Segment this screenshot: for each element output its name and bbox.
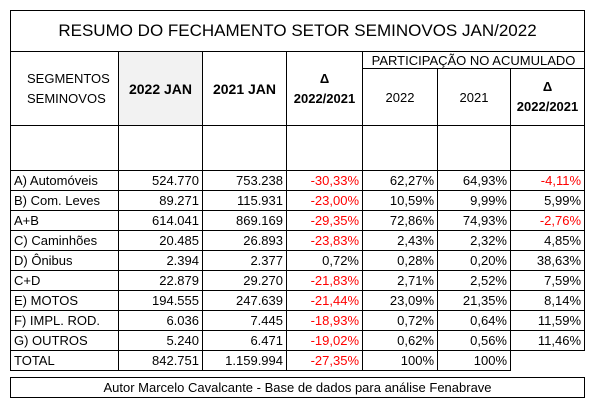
table-row: G) OUTROS 5.240 6.471 -19,02% 0,62% 0,56% 11,4…: [10, 330, 586, 351]
delta-period: 2022/2021: [293, 90, 356, 106]
part-2021-cell: 21,35%: [437, 290, 511, 311]
value-2022-cell: 5.240: [118, 330, 203, 351]
value-2022-cell: 2.394: [118, 250, 203, 271]
delta-cell: -23,00%: [286, 190, 363, 211]
footer-credit: Autor Marcelo Cavalcante - Base de dados…: [9, 377, 586, 398]
value-2021-cell: 247.639: [202, 290, 287, 311]
segment-cell: G) OUTROS: [10, 330, 119, 351]
delta-cell: -23,83%: [286, 230, 363, 251]
total-2021: 1.159.994: [202, 350, 287, 371]
summary-table: RESUMO DO FECHAMENTO SETOR SEMINOVOS JAN…: [9, 10, 586, 398]
part-delta-cell: 8,14%: [509, 290, 586, 311]
value-2022-cell: 524.770: [118, 170, 203, 191]
part-2021-cell: 0,56%: [437, 330, 511, 351]
part-2022-cell: 2,71%: [362, 270, 438, 291]
table-row: F) IMPL. ROD. 6.036 7.445 -18,93% 0,72% 0,64%…: [10, 310, 586, 331]
col-delta-header: Δ 2022/2021: [286, 51, 363, 126]
value-2022-cell: 194.555: [118, 290, 203, 311]
value-2022-cell: 6.036: [118, 310, 203, 331]
table-title: RESUMO DO FECHAMENTO SETOR SEMINOVOS JAN…: [9, 10, 586, 52]
table-row: A+B 614.041 869.169 -29,35% 72,86% 74,93% -2,7…: [10, 210, 586, 231]
value-2021-cell: 2.377: [202, 250, 287, 271]
part-delta-symbol: Δ: [542, 79, 553, 94]
part-2021-cell: 64,93%: [437, 170, 511, 191]
value-2021-cell: 6.471: [202, 330, 287, 351]
total-part-2021: 100%: [437, 350, 511, 371]
participacao-header: PARTICIPAÇÃO NO ACUMULADO: [361, 51, 586, 69]
delta-cell: -30,33%: [286, 170, 363, 191]
segment-cell: A+B: [10, 210, 119, 231]
part-delta-cell: 11,46%: [509, 330, 586, 351]
value-2022-cell: 22.879: [118, 270, 203, 291]
value-2021-cell: 115.931: [202, 190, 287, 211]
part-2022-cell: 72,86%: [362, 210, 438, 231]
delta-cell: -19,02%: [286, 330, 363, 351]
delta-cell: -18,93%: [286, 310, 363, 331]
part-2022-header: 2022: [362, 68, 438, 126]
spacer-row: [10, 125, 586, 171]
segment-cell: C+D: [10, 270, 119, 291]
table-row: A) Automóveis 524.770 753.238 -30,33% 62,27%…: [10, 170, 586, 191]
part-2022-cell: 23,09%: [362, 290, 438, 311]
part-2022-cell: 62,27%: [362, 170, 438, 191]
delta-cell: 0,72%: [286, 250, 363, 271]
part-delta-cell: -4,11%: [509, 170, 586, 191]
table-row: B) Com. Leves 89.271 115.931 -23,00% 10,59% 9…: [10, 190, 586, 211]
value-2021-cell: 29.270: [202, 270, 287, 291]
delta-symbol: Δ: [319, 70, 330, 86]
total-row: TOTAL 842.751 1.159.994 -27,35% 100% 100…: [10, 350, 585, 371]
part-delta-cell: 38,63%: [509, 250, 586, 271]
part-delta-cell: 4,85%: [509, 230, 586, 251]
part-2021-header: 2021: [437, 68, 511, 126]
segment-cell: F) IMPL. ROD.: [10, 310, 119, 331]
total-label: TOTAL: [10, 350, 119, 371]
part-2021-cell: 9,99%: [437, 190, 511, 211]
total-part-2022: 100%: [362, 350, 438, 371]
part-delta-cell: 5,99%: [509, 190, 586, 211]
col-2022-header: 2022 JAN: [118, 51, 203, 126]
segment-cell: B) Com. Leves: [10, 190, 119, 211]
col-2021-header: 2021 JAN: [202, 51, 287, 126]
value-2021-cell: 7.445: [202, 310, 287, 331]
total-delta: -27,35%: [286, 350, 363, 371]
value-2021-cell: 869.169: [202, 210, 287, 231]
part-delta-period: 2022/2021: [516, 99, 579, 114]
part-2021-cell: 0,20%: [437, 250, 511, 271]
value-2022-cell: 20.485: [118, 230, 203, 251]
value-2021-cell: 753.238: [202, 170, 287, 191]
part-2021-cell: 74,93%: [437, 210, 511, 231]
part-2022-cell: 0,28%: [362, 250, 438, 271]
part-2022-cell: 0,62%: [362, 330, 438, 351]
segments-header-line1: SEGMENTOS: [27, 70, 110, 86]
part-delta-cell: 11,59%: [509, 310, 586, 331]
value-2022-cell: 89.271: [118, 190, 203, 211]
table-row: C) Caminhões 20.485 26.893 -23,83% 2,43% 2,32…: [10, 230, 586, 251]
data-rows: A) Automóveis 524.770 753.238 -30,33% 62,27%…: [10, 170, 586, 351]
total-empty-cell: [511, 351, 585, 371]
table-row: C+D 22.879 29.270 -21,83% 2,71% 2,52% 7,59%: [10, 270, 586, 291]
part-2021-cell: 2,32%: [437, 230, 511, 251]
segment-cell: A) Automóveis: [10, 170, 119, 191]
part-delta-cell: -2,76%: [509, 210, 586, 231]
value-2022-cell: 614.041: [118, 210, 203, 231]
part-2021-cell: 2,52%: [437, 270, 511, 291]
part-2022-cell: 0,72%: [362, 310, 438, 331]
delta-cell: -21,44%: [286, 290, 363, 311]
segment-cell: C) Caminhões: [10, 230, 119, 251]
table-row: D) Ônibus 2.394 2.377 0,72% 0,28% 0,20% 38,63%: [10, 250, 586, 271]
total-2022: 842.751: [118, 350, 203, 371]
segments-header: SEGMENTOS SEMINOVOS: [10, 51, 119, 126]
value-2021-cell: 26.893: [202, 230, 287, 251]
table-row: E) MOTOS 194.555 247.639 -21,44% 23,09% 21,35…: [10, 290, 586, 311]
part-delta-cell: 7,59%: [509, 270, 586, 291]
segments-header-line2: SEMINOVOS: [27, 90, 106, 106]
segment-cell: E) MOTOS: [10, 290, 119, 311]
delta-cell: -21,83%: [286, 270, 363, 291]
part-2021-cell: 0,64%: [437, 310, 511, 331]
delta-cell: -29,35%: [286, 210, 363, 231]
part-2022-cell: 10,59%: [362, 190, 438, 211]
part-delta-header: Δ 2022/2021: [509, 68, 586, 126]
part-2022-cell: 2,43%: [362, 230, 438, 251]
segment-cell: D) Ônibus: [10, 250, 119, 271]
